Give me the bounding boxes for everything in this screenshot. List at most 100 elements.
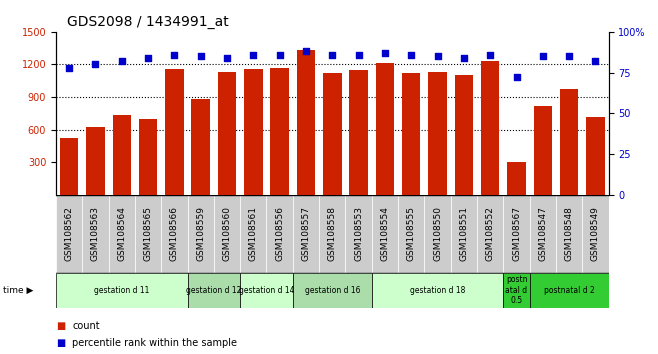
Text: gestation d 12: gestation d 12	[186, 286, 241, 295]
Bar	[428, 72, 447, 195]
Point	[301, 48, 311, 54]
Point	[538, 53, 548, 59]
Point	[353, 52, 364, 57]
Bar	[82, 195, 109, 273]
Bar	[293, 273, 372, 308]
Point	[169, 52, 180, 57]
Bar	[503, 273, 530, 308]
Bar	[297, 50, 315, 195]
Bar	[139, 119, 157, 195]
Text: gestation d 18: gestation d 18	[410, 286, 465, 295]
Text: GSM108559: GSM108559	[196, 206, 205, 261]
Text: gestation d 14: gestation d 14	[239, 286, 294, 295]
Bar	[266, 195, 293, 273]
Bar	[56, 273, 188, 308]
Bar	[240, 195, 266, 273]
Bar	[481, 61, 499, 195]
Point	[64, 65, 74, 70]
Point	[380, 50, 390, 56]
Text: gestation d 11: gestation d 11	[94, 286, 149, 295]
Bar	[451, 195, 477, 273]
Bar	[293, 195, 319, 273]
Bar	[349, 70, 368, 195]
Text: GSM108549: GSM108549	[591, 206, 600, 261]
Point	[459, 55, 469, 61]
Point	[116, 58, 127, 64]
Point	[90, 62, 101, 67]
Point	[511, 75, 522, 80]
Text: gestation d 16: gestation d 16	[305, 286, 360, 295]
Bar	[530, 273, 609, 308]
Bar	[424, 195, 451, 273]
Point	[432, 53, 443, 59]
Text: GSM108565: GSM108565	[143, 206, 153, 261]
Bar	[161, 195, 188, 273]
Text: GSM108562: GSM108562	[64, 206, 74, 261]
Text: GDS2098 / 1434991_at: GDS2098 / 1434991_at	[67, 16, 229, 29]
Text: GSM108556: GSM108556	[275, 206, 284, 261]
Point	[590, 58, 601, 64]
Bar	[477, 195, 503, 273]
Bar	[402, 73, 420, 195]
Point	[195, 53, 206, 59]
Bar	[507, 162, 526, 195]
Text: count: count	[72, 321, 100, 331]
Bar	[56, 195, 82, 273]
Text: postn
atal d
0.5: postn atal d 0.5	[505, 275, 528, 305]
Bar	[582, 195, 609, 273]
Bar	[534, 106, 552, 195]
Bar	[398, 195, 424, 273]
Text: postnatal d 2: postnatal d 2	[544, 286, 595, 295]
Bar	[530, 195, 556, 273]
Bar	[188, 195, 214, 273]
Point	[485, 52, 495, 57]
Text: GSM108567: GSM108567	[512, 206, 521, 261]
Bar	[372, 195, 398, 273]
Point	[327, 52, 338, 57]
Point	[274, 52, 285, 57]
Text: GSM108547: GSM108547	[538, 206, 547, 261]
Bar	[244, 69, 263, 195]
Text: GSM108558: GSM108558	[328, 206, 337, 261]
Text: GSM108548: GSM108548	[565, 206, 574, 261]
Text: GSM108560: GSM108560	[222, 206, 232, 261]
Text: ■: ■	[56, 338, 65, 348]
Bar	[560, 90, 578, 195]
Bar	[86, 127, 105, 195]
Text: GSM108552: GSM108552	[486, 206, 495, 261]
Bar	[372, 273, 503, 308]
Bar	[188, 273, 240, 308]
Text: GSM108553: GSM108553	[354, 206, 363, 261]
Bar	[376, 63, 394, 195]
Bar	[135, 195, 161, 273]
Point	[143, 55, 153, 61]
Bar	[109, 195, 135, 273]
Bar	[60, 138, 78, 195]
Text: GSM108557: GSM108557	[301, 206, 311, 261]
Point	[248, 52, 259, 57]
Text: GSM108561: GSM108561	[249, 206, 258, 261]
Bar	[270, 68, 289, 195]
Point	[222, 55, 232, 61]
Text: percentile rank within the sample: percentile rank within the sample	[72, 338, 238, 348]
Text: GSM108555: GSM108555	[407, 206, 416, 261]
Bar	[319, 195, 345, 273]
Text: GSM108564: GSM108564	[117, 206, 126, 261]
Bar	[586, 116, 605, 195]
Bar	[345, 195, 372, 273]
Bar	[556, 195, 582, 273]
Text: GSM108563: GSM108563	[91, 206, 100, 261]
Bar	[191, 99, 210, 195]
Bar	[503, 195, 530, 273]
Bar	[113, 115, 131, 195]
Text: GSM108550: GSM108550	[433, 206, 442, 261]
Text: GSM108566: GSM108566	[170, 206, 179, 261]
Bar	[455, 75, 473, 195]
Text: ■: ■	[56, 321, 65, 331]
Bar	[323, 73, 342, 195]
Bar	[218, 72, 236, 195]
Text: GSM108551: GSM108551	[459, 206, 468, 261]
Bar	[214, 195, 240, 273]
Point	[406, 52, 417, 57]
Bar	[240, 273, 293, 308]
